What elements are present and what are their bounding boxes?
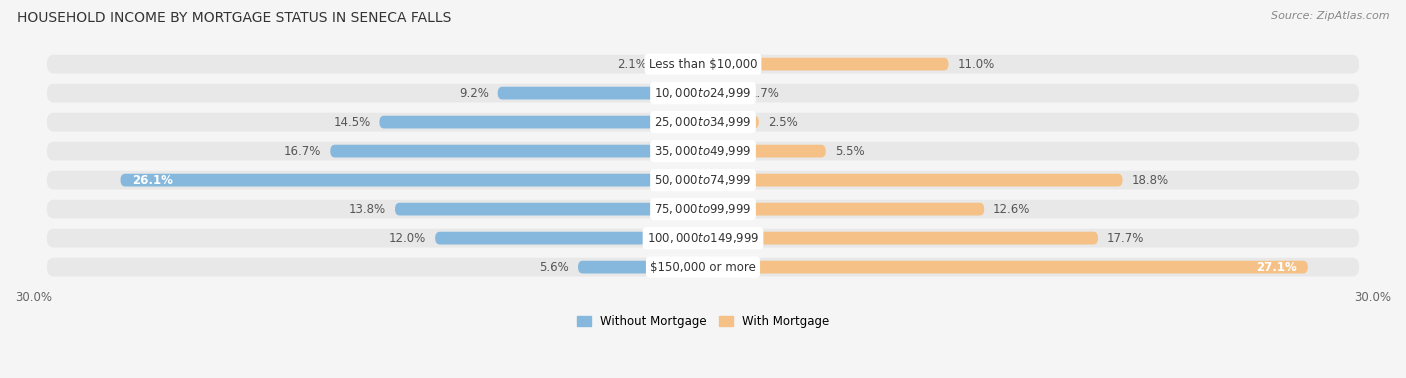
Text: $100,000 to $149,999: $100,000 to $149,999 [647,231,759,245]
FancyBboxPatch shape [395,203,703,215]
Text: 12.6%: 12.6% [993,203,1031,215]
FancyBboxPatch shape [703,232,1098,245]
Text: 1.7%: 1.7% [749,87,780,99]
FancyBboxPatch shape [703,203,984,215]
Text: 5.5%: 5.5% [835,145,865,158]
FancyBboxPatch shape [703,87,741,99]
FancyBboxPatch shape [657,58,703,70]
Text: 27.1%: 27.1% [1256,260,1296,274]
FancyBboxPatch shape [46,171,1360,189]
Text: $150,000 or more: $150,000 or more [650,260,756,274]
Text: Less than $10,000: Less than $10,000 [648,57,758,71]
Text: 13.8%: 13.8% [349,203,387,215]
FancyBboxPatch shape [46,200,1360,218]
FancyBboxPatch shape [703,174,1122,186]
FancyBboxPatch shape [46,84,1360,102]
Text: 11.0%: 11.0% [957,57,994,71]
Text: 18.8%: 18.8% [1132,174,1168,187]
Text: HOUSEHOLD INCOME BY MORTGAGE STATUS IN SENECA FALLS: HOUSEHOLD INCOME BY MORTGAGE STATUS IN S… [17,11,451,25]
Text: $35,000 to $49,999: $35,000 to $49,999 [654,144,752,158]
FancyBboxPatch shape [380,116,703,129]
Text: 12.0%: 12.0% [389,232,426,245]
Text: 2.1%: 2.1% [617,57,647,71]
Text: 5.6%: 5.6% [540,260,569,274]
FancyBboxPatch shape [578,261,703,274]
Text: 2.5%: 2.5% [768,116,797,129]
FancyBboxPatch shape [703,116,759,129]
Text: Source: ZipAtlas.com: Source: ZipAtlas.com [1271,11,1389,21]
Text: $50,000 to $74,999: $50,000 to $74,999 [654,173,752,187]
FancyBboxPatch shape [703,145,825,158]
FancyBboxPatch shape [46,258,1360,277]
FancyBboxPatch shape [498,87,703,99]
FancyBboxPatch shape [46,229,1360,248]
FancyBboxPatch shape [703,261,1308,274]
FancyBboxPatch shape [46,55,1360,73]
Legend: Without Mortgage, With Mortgage: Without Mortgage, With Mortgage [572,311,834,333]
FancyBboxPatch shape [46,113,1360,132]
FancyBboxPatch shape [46,142,1360,161]
Text: 14.5%: 14.5% [333,116,371,129]
FancyBboxPatch shape [436,232,703,245]
Text: 16.7%: 16.7% [284,145,322,158]
FancyBboxPatch shape [703,58,949,70]
Text: $75,000 to $99,999: $75,000 to $99,999 [654,202,752,216]
Text: 17.7%: 17.7% [1107,232,1144,245]
FancyBboxPatch shape [121,174,703,186]
Text: 9.2%: 9.2% [458,87,489,99]
Text: 26.1%: 26.1% [132,174,173,187]
Text: $25,000 to $34,999: $25,000 to $34,999 [654,115,752,129]
Text: $10,000 to $24,999: $10,000 to $24,999 [654,86,752,100]
FancyBboxPatch shape [330,145,703,158]
